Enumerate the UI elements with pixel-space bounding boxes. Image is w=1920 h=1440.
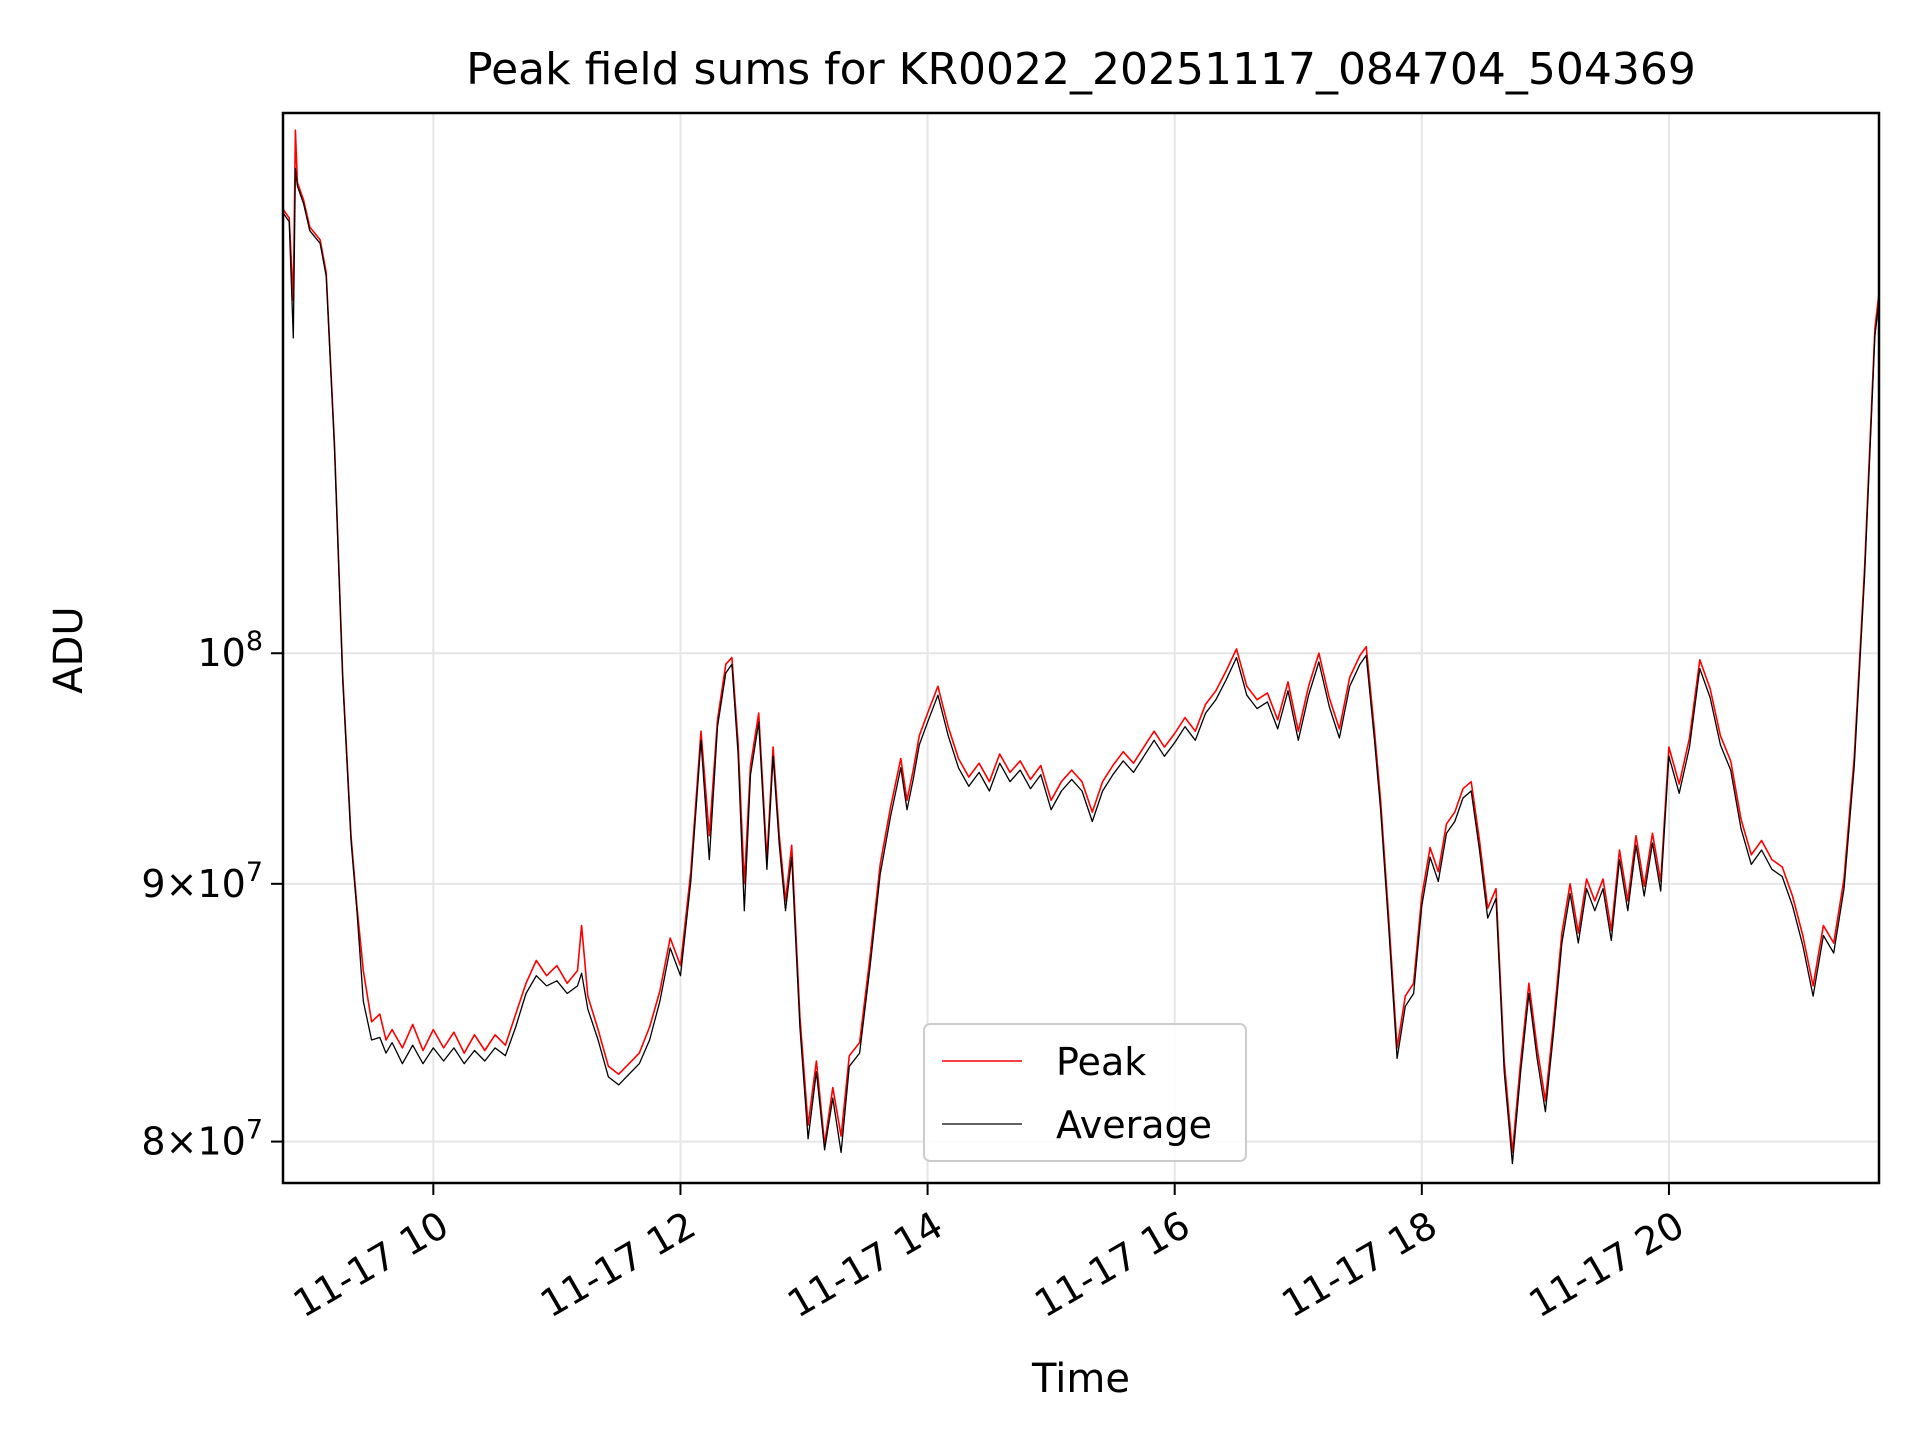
y-tick-label: 108 bbox=[197, 626, 263, 675]
plot-frame bbox=[281, 111, 1881, 1185]
y-tick-times: ×10 bbox=[166, 1120, 246, 1164]
y-axis-label: ADU bbox=[46, 606, 92, 693]
y-tick-exponent: 8 bbox=[246, 626, 263, 657]
legend: Peak Average bbox=[923, 1023, 1247, 1162]
y-tick-base: 10 bbox=[197, 631, 245, 675]
legend-box bbox=[923, 1023, 1247, 1162]
chart-title: Peak field sums for KR0022_20251117_0847… bbox=[466, 44, 1696, 95]
y-tick-times: ×10 bbox=[166, 862, 246, 906]
grid bbox=[283, 113, 1879, 1183]
legend-label-peak: Peak bbox=[1056, 1040, 1146, 1084]
y-tick-mantissa: 8 bbox=[141, 1120, 165, 1164]
series-line-peak bbox=[283, 129, 1879, 1154]
y-tick-mantissa: 9 bbox=[141, 862, 165, 906]
y-tick-label: 8×107 bbox=[141, 1115, 263, 1164]
legend-label-average: Average bbox=[1056, 1103, 1212, 1147]
x-axis-label: Time bbox=[1031, 1356, 1130, 1402]
series-layer bbox=[283, 129, 1879, 1165]
y-tick-exponent: 7 bbox=[246, 857, 263, 888]
y-tick-exponent: 7 bbox=[246, 1115, 263, 1146]
y-tick-label: 9×107 bbox=[141, 857, 263, 906]
series-line-average bbox=[283, 167, 1879, 1165]
